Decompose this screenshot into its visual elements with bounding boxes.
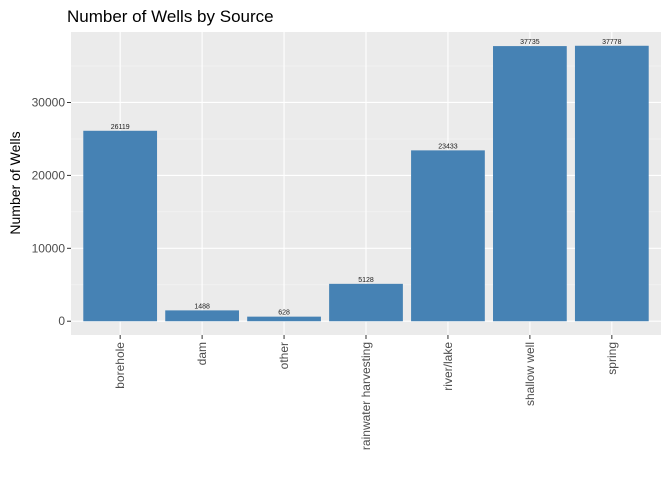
bar — [493, 46, 567, 322]
bar — [165, 310, 239, 322]
x-tick-label: other — [277, 342, 291, 369]
x-tick-label: borehole — [113, 342, 127, 389]
data-label: 1488 — [194, 303, 210, 310]
bar — [411, 150, 485, 322]
x-tick-label: dam — [195, 342, 209, 365]
data-label: 37735 — [520, 39, 540, 46]
y-axis: 0 10000 20000 30000 — [32, 95, 71, 328]
y-tick-label: 30000 — [32, 95, 66, 109]
y-tick-label: 20000 — [32, 168, 66, 182]
data-label: 5128 — [358, 277, 374, 284]
y-tick-label: 10000 — [32, 241, 66, 255]
bar — [83, 130, 158, 322]
x-tick-label: rainwater harvesting — [359, 342, 373, 450]
x-tick-label: spring — [605, 342, 619, 375]
bar — [329, 283, 403, 322]
bars-group: 26119 1488 628 5128 23433 37735 37778 — [83, 39, 649, 322]
chart-title: Number of Wells by Source — [67, 7, 274, 26]
data-label: 26119 — [111, 124, 130, 131]
bar — [247, 316, 321, 322]
bar — [574, 45, 649, 322]
x-tick-label: shallow well — [523, 342, 537, 406]
data-label: 23433 — [438, 143, 458, 150]
y-axis-label: Number of Wells — [7, 131, 23, 234]
x-tick-label: river/lake — [441, 342, 455, 391]
data-label: 628 — [278, 310, 290, 317]
data-label: 37778 — [602, 39, 622, 46]
x-axis: borehole dam other rainwater harvesting rive… — [113, 335, 619, 450]
y-tick-label: 0 — [58, 314, 65, 328]
